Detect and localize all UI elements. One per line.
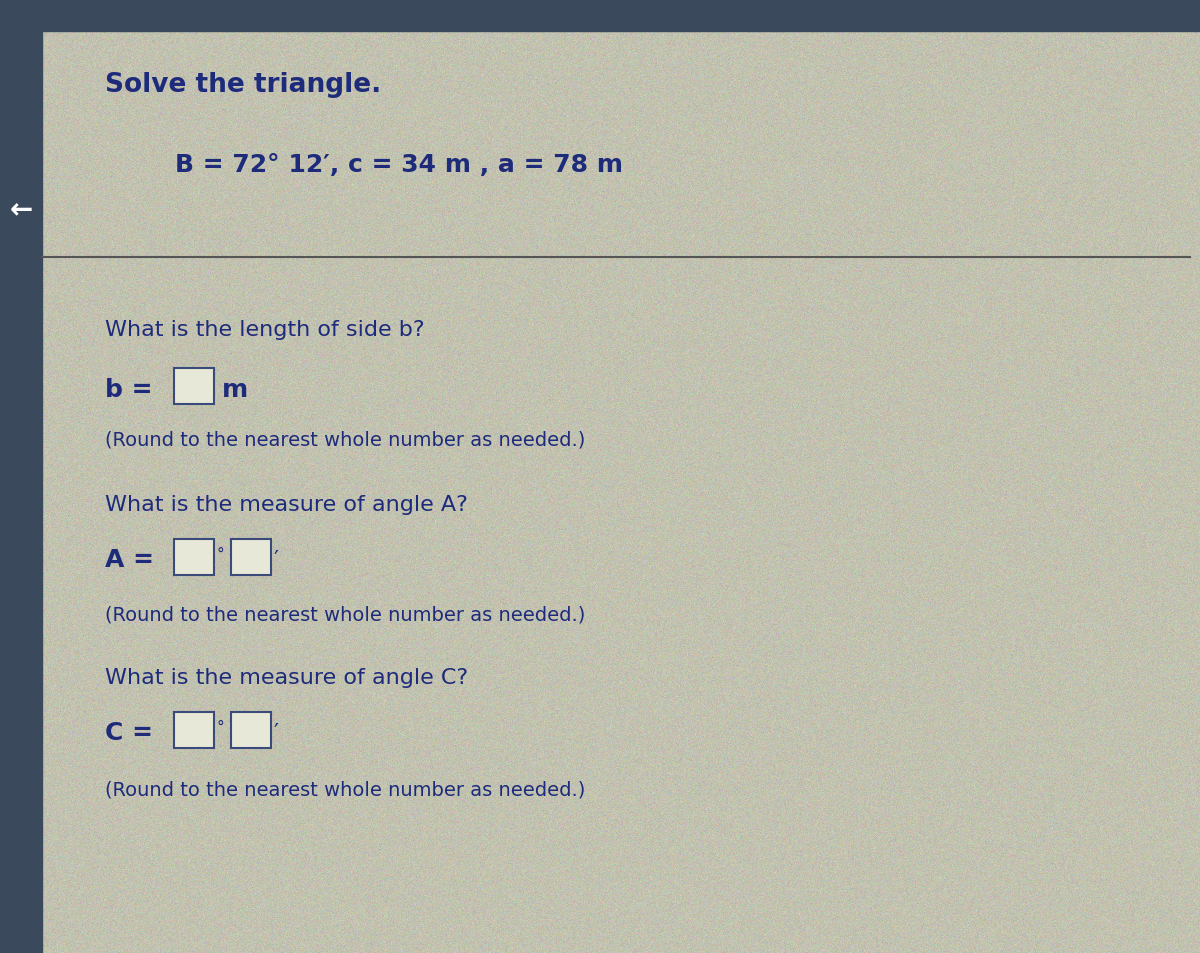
Bar <box>0 0 1200 32</box>
Text: What is the measure of angle C?: What is the measure of angle C? <box>106 667 468 687</box>
FancyBboxPatch shape <box>174 712 214 748</box>
FancyBboxPatch shape <box>230 539 271 576</box>
Text: A =: A = <box>106 547 163 572</box>
Text: m: m <box>222 377 248 401</box>
Text: ′: ′ <box>274 550 278 569</box>
Text: ←: ← <box>10 195 32 224</box>
Text: b =: b = <box>106 377 161 401</box>
FancyBboxPatch shape <box>230 712 271 748</box>
FancyBboxPatch shape <box>174 539 214 576</box>
Text: C =: C = <box>106 720 162 744</box>
Text: B = 72° 12′, c = 34 m , a = 78 m: B = 72° 12′, c = 34 m , a = 78 m <box>175 152 623 177</box>
Text: (Round to the nearest whole number as needed.): (Round to the nearest whole number as ne… <box>106 430 586 449</box>
Text: ′: ′ <box>274 722 278 742</box>
Text: °: ° <box>216 720 223 734</box>
Text: Solve the triangle.: Solve the triangle. <box>106 71 382 98</box>
Text: (Round to the nearest whole number as needed.): (Round to the nearest whole number as ne… <box>106 605 586 624</box>
Bar <box>0 0 42 953</box>
Text: (Round to the nearest whole number as needed.): (Round to the nearest whole number as ne… <box>106 780 586 799</box>
FancyBboxPatch shape <box>174 369 214 405</box>
Text: What is the length of side b?: What is the length of side b? <box>106 319 425 339</box>
Text: What is the measure of angle A?: What is the measure of angle A? <box>106 495 468 515</box>
Text: °: ° <box>216 546 223 561</box>
